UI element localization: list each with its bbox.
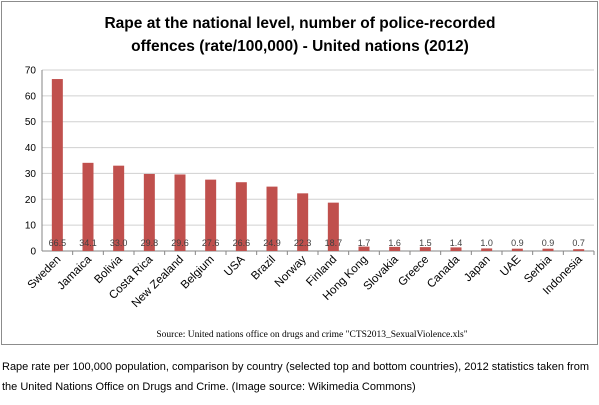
y-tick-label: 50 [25,117,37,128]
x-category-label: USA [222,253,247,278]
bar-costa-rica [143,173,155,251]
y-tick-label: 10 [25,221,37,232]
data-label: 26.6 [233,238,251,248]
bar-hong-kong [358,246,370,251]
data-label: 27.6 [202,238,220,248]
data-label: 29.8 [141,238,159,248]
data-label: 1.6 [388,238,401,248]
data-label: 66.5 [49,238,67,248]
bar-slovakia [389,246,401,251]
bar-greece [419,247,431,251]
data-label: 1.0 [480,238,493,248]
y-tick-label: 20 [25,195,37,206]
bar-bolivia [113,165,125,251]
data-label: 0.9 [511,238,524,248]
data-label: 1.4 [450,238,463,248]
data-label: 33.0 [110,238,128,248]
bar-jamaica [82,162,94,251]
figure-caption: Rape rate per 100,000 population, compar… [2,361,589,393]
x-category-label: Slovakia [362,253,402,293]
data-label: 1.5 [419,238,432,248]
x-category-label: Belgium [179,254,217,292]
chart-title-line-2: offences (rate/100,000) - United nations… [131,38,469,55]
bar-indonesia [573,249,585,251]
y-tick-label: 40 [25,143,37,154]
chart-source-note: Source: United nations office on drugs a… [156,329,467,340]
bar-belgium [205,179,217,251]
x-category-label: UAE [498,253,523,278]
data-label: 1.7 [358,238,371,248]
bar-usa [235,182,247,251]
x-category-label: Canada [425,253,462,290]
bar-brazil [266,186,278,251]
bar-canada [450,247,462,251]
bar-norway [297,193,309,251]
y-tick-label: 0 [30,247,36,258]
data-label: 0.9 [542,238,555,248]
bar-serbia [542,248,554,251]
y-tick-label: 60 [25,91,37,102]
data-label: 24.9 [263,238,281,248]
x-category-label: Norway [273,253,309,289]
chart-frame: Rape at the national level, number of po… [1,1,598,345]
bar-chart: Rape at the national level, number of po… [25,15,595,340]
data-label: 18.7 [325,238,343,248]
y-tick-label: 30 [25,169,37,180]
y-tick-label: 70 [25,66,37,77]
x-category-label: Jamaica [55,253,94,292]
bar-new-zealand [174,174,186,251]
bar-finland [327,202,339,251]
x-category-label: Brazil [249,254,278,283]
bar-sweden [51,79,63,251]
data-label: 22.3 [294,238,312,248]
data-label: 29.6 [171,238,189,248]
bar-japan [481,248,493,251]
data-label: 34.1 [79,238,97,248]
x-category-label: Japan [462,254,493,285]
chart-title-line-1: Rape at the national level, number of po… [104,15,495,32]
bar-uae [511,248,523,251]
data-label: 0.7 [572,238,585,248]
